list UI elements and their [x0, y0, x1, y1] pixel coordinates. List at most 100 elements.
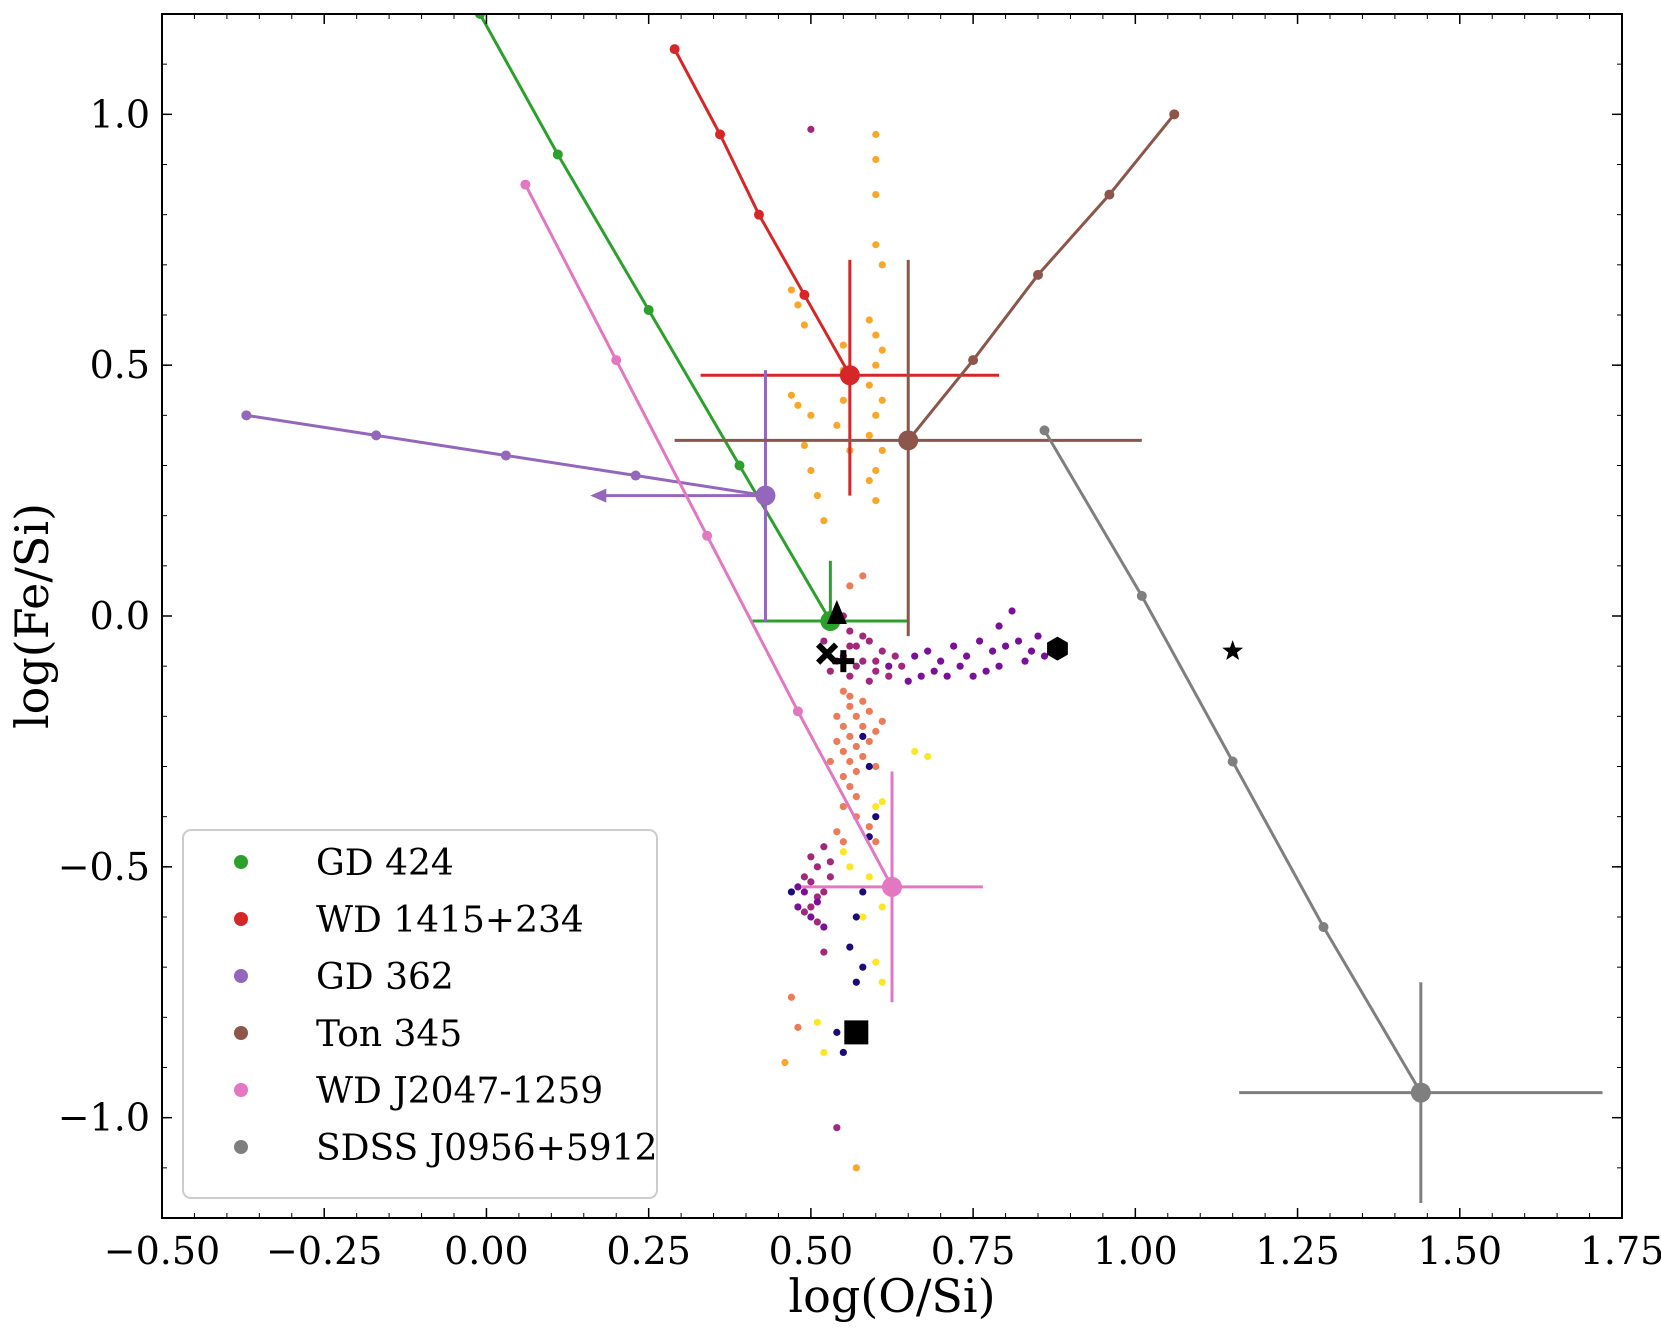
scatter-point [872, 331, 880, 339]
x-tick-label: 0.25 [606, 1229, 691, 1273]
scatter-point [800, 441, 809, 450]
scatter-point [839, 803, 847, 811]
y-tick-label: 0.5 [90, 343, 150, 387]
scatter-point [859, 657, 867, 665]
scatter-point [872, 411, 880, 419]
scatter-point [976, 637, 984, 645]
scatter-point [852, 642, 860, 650]
scatter-point [872, 657, 880, 665]
scatter-point [865, 637, 873, 645]
scatter-point [852, 913, 860, 921]
scatter-point [898, 662, 906, 670]
scatter-point [839, 848, 847, 856]
scatter-point [800, 908, 809, 916]
scatter-point [1008, 607, 1016, 615]
square-marker [844, 1020, 869, 1045]
x-tick-label: −0.50 [104, 1229, 220, 1273]
legend-label: GD 424 [316, 843, 454, 884]
scatter-point [878, 261, 886, 269]
scatter-point [794, 401, 802, 409]
x-tick-label: −0.25 [266, 1229, 382, 1273]
scatter-point [891, 652, 899, 660]
scatter-point [839, 396, 847, 404]
scatter-point [859, 722, 867, 730]
scatter-point [852, 978, 860, 986]
scatter-point [807, 878, 815, 886]
scatter-point [826, 757, 834, 766]
scatter-point [878, 978, 886, 986]
star-marker [1222, 640, 1244, 661]
scatter-point [956, 662, 964, 670]
scatter-point [833, 1028, 841, 1036]
scatter-point [846, 943, 854, 951]
x-tick-label: 1.50 [1417, 1229, 1502, 1273]
scatter-point [865, 737, 873, 746]
scatter-point [833, 421, 841, 429]
scatter-point [794, 301, 802, 309]
upper-limit-arrow-head [590, 488, 607, 503]
scatter-point [820, 888, 828, 896]
scatter-point [859, 913, 867, 921]
scatter-point [865, 431, 873, 439]
scatter-point [787, 286, 796, 294]
track-point [669, 44, 680, 55]
scatter-point [807, 853, 815, 861]
scatter-point [852, 767, 860, 776]
series-main-point [882, 876, 902, 897]
scatter-point [859, 697, 867, 705]
y-tick-label: −1.0 [58, 1096, 150, 1140]
scatter-point [833, 712, 841, 720]
scatter-point [872, 130, 880, 138]
scatter-point [982, 667, 990, 675]
scatter-point [807, 125, 815, 133]
scatter-point [878, 647, 886, 655]
scatter-point [885, 662, 893, 670]
scatter-point [1040, 652, 1049, 660]
scatter-point [943, 672, 951, 680]
scatter-point [1034, 632, 1042, 640]
scatter-point [852, 1164, 860, 1172]
scatter-point [794, 883, 802, 891]
scatter-point [878, 717, 886, 725]
y-tick-label: −0.5 [58, 845, 150, 889]
scatter-point [839, 747, 847, 756]
legend-label: Ton 345 [316, 1014, 462, 1055]
scatter-point [787, 888, 796, 896]
series-main-point [839, 365, 860, 386]
scatter-point [846, 702, 854, 710]
axis-ticks: −0.50 −0.25 0.00 0.25 0.50 0.75 1.00 1.25 1.50 1.… [58, 13, 1661, 1273]
legend-label: WD 1415+234 [316, 900, 584, 941]
scatter-point [800, 321, 809, 329]
scatter-point [813, 1018, 821, 1026]
legend-marker [234, 1083, 248, 1097]
scatter-point [911, 747, 919, 756]
scatter-point [1001, 642, 1010, 650]
scatter-point [833, 1124, 841, 1132]
legend-label: GD 362 [316, 957, 454, 998]
scatter-point [839, 341, 847, 349]
legend-marker [234, 855, 248, 869]
scatter-point [872, 727, 880, 735]
scatter-point [846, 782, 854, 791]
scatter-point [807, 913, 815, 921]
scatter-point [872, 466, 880, 475]
scatter-point [826, 667, 834, 675]
scatter-point [865, 707, 873, 715]
legend-marker [234, 912, 248, 926]
scatter-point [885, 672, 893, 680]
scatter-point [794, 903, 802, 911]
scatter-point [859, 888, 867, 896]
scatter-point [813, 918, 821, 926]
series-main-point [1410, 1082, 1431, 1103]
scatter-point [872, 361, 880, 369]
track-point [630, 470, 641, 481]
x-axis-label: log(O/Si) [788, 1269, 995, 1323]
scatter-point [878, 798, 886, 806]
scatter-point [859, 963, 867, 971]
track-point [520, 179, 531, 190]
scatter-point [865, 677, 873, 685]
triangle-marker [826, 600, 847, 624]
x-tick-label: 1.75 [1580, 1229, 1661, 1273]
scatter-point [846, 863, 854, 871]
